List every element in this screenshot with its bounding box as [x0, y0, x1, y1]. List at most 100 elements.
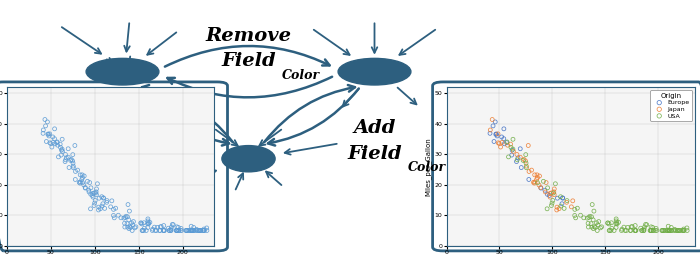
Japan [545, 195, 556, 199]
Point [90, 190, 101, 194]
USA [606, 228, 617, 232]
USA [671, 228, 682, 232]
Europe [499, 142, 510, 146]
Point [60, 152, 71, 156]
Europe [512, 156, 524, 160]
Point [172, 228, 183, 232]
USA [659, 228, 671, 232]
Europe [516, 165, 527, 169]
USA [618, 225, 629, 229]
Europe [489, 120, 500, 124]
Point [42, 120, 53, 124]
Japan [493, 141, 504, 145]
Point [50, 142, 61, 146]
Point [38, 131, 49, 135]
Point [44, 132, 55, 136]
USA [639, 225, 650, 229]
Point [70, 177, 81, 182]
Point [172, 225, 183, 229]
USA [501, 140, 512, 144]
Text: Color: Color [282, 69, 320, 82]
Point [159, 228, 170, 232]
Japan [518, 157, 529, 162]
Point [167, 223, 178, 227]
Point [162, 226, 174, 230]
Japan [495, 145, 506, 149]
USA [657, 228, 668, 232]
Point [85, 192, 97, 196]
Point [186, 228, 197, 232]
Point [171, 228, 182, 232]
USA [641, 223, 652, 227]
Point [201, 226, 212, 230]
USA [663, 228, 674, 232]
Point [67, 153, 78, 157]
USA [631, 228, 642, 232]
USA [621, 228, 632, 232]
USA [559, 206, 570, 210]
Point [52, 143, 63, 147]
Japan [532, 176, 543, 180]
Point [122, 215, 133, 219]
Point [91, 187, 102, 191]
Japan [561, 200, 572, 204]
USA [626, 225, 637, 229]
Point [106, 199, 118, 203]
Point [101, 200, 112, 204]
USA [645, 228, 657, 232]
USA [657, 228, 668, 232]
USA [608, 228, 620, 232]
Point [186, 224, 197, 228]
Point [90, 191, 101, 195]
Point [126, 221, 137, 225]
Point [139, 221, 150, 225]
Point [93, 205, 104, 209]
USA [636, 228, 648, 232]
Point [88, 191, 99, 195]
Japan [531, 173, 542, 177]
Europe [557, 196, 568, 200]
Europe [491, 134, 503, 138]
Point [47, 135, 58, 139]
USA [638, 228, 650, 232]
USA [585, 221, 596, 226]
Text: Remove: Remove [206, 27, 291, 45]
USA [547, 191, 559, 195]
Point [98, 196, 109, 200]
Point [69, 143, 80, 147]
Point [92, 182, 103, 186]
Point [91, 193, 102, 197]
Point [122, 202, 134, 207]
Point [142, 219, 153, 223]
Point [76, 177, 88, 182]
USA [638, 227, 650, 231]
Point [158, 228, 169, 232]
Point [186, 228, 197, 232]
USA [572, 206, 583, 210]
Europe [539, 188, 550, 192]
Point [152, 225, 163, 229]
Europe [536, 186, 547, 190]
Point [185, 228, 196, 232]
Point [127, 228, 138, 232]
Point [198, 228, 209, 232]
USA [555, 204, 566, 208]
USA [595, 226, 606, 230]
Point [135, 221, 146, 225]
USA [591, 221, 602, 225]
Point [62, 147, 74, 151]
USA [630, 228, 641, 232]
Point [183, 228, 194, 232]
Point [143, 222, 154, 226]
Point [147, 227, 158, 231]
Point [136, 221, 147, 225]
Europe [511, 159, 522, 164]
Europe [507, 148, 518, 152]
Point [98, 196, 109, 200]
Japan [486, 118, 498, 122]
Point [49, 127, 60, 131]
Point [181, 228, 193, 232]
Point [75, 173, 86, 177]
Point [70, 169, 81, 174]
Point [61, 156, 72, 160]
